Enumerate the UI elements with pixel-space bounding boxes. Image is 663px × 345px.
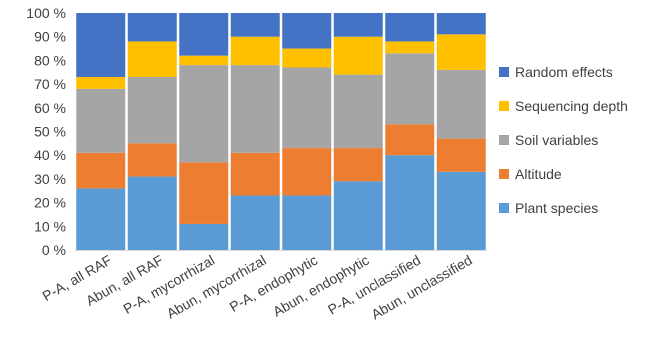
bar-segment-altitude xyxy=(385,124,435,156)
y-tick-label: 30 % xyxy=(34,171,66,187)
bar-segment-soil-variables xyxy=(333,74,383,149)
bar-segment-plant-species xyxy=(230,195,280,250)
y-tick-label: 40 % xyxy=(34,147,66,163)
y-axis-labels: 0 % 10 % 20 % 30 % 40 % 50 % 60 % 70 % 80 % 90 % 1… xyxy=(26,5,66,258)
bar-segment-random-effects xyxy=(179,13,229,56)
legend: Random effects Sequencing depth Soil varia… xyxy=(499,64,628,216)
bar-segment-plant-species xyxy=(179,223,229,250)
bar-segment-altitude xyxy=(436,138,486,172)
bar-segment-plant-species xyxy=(436,171,486,250)
legend-item: Sequencing depth xyxy=(499,98,628,114)
bar-segment-plant-species xyxy=(76,188,126,250)
legend-label: Random effects xyxy=(515,64,613,80)
bar-segment-plant-species xyxy=(385,155,435,250)
bar-segment-random-effects xyxy=(385,13,435,42)
bar-segment-soil-variables xyxy=(127,76,177,144)
legend-item: Soil variables xyxy=(499,132,598,148)
legend-item: Plant species xyxy=(499,200,598,216)
bar-segment-random-effects xyxy=(127,13,177,42)
bar-segment-soil-variables xyxy=(282,67,332,149)
bar-segment-altitude xyxy=(333,148,383,182)
y-tick-label: 10 % xyxy=(34,218,66,234)
legend-swatch xyxy=(499,135,509,145)
bar-segment-sequencing-depth xyxy=(282,48,332,68)
y-tick-label: 90 % xyxy=(34,29,66,45)
bar-segment-plant-species xyxy=(127,176,177,250)
legend-label: Soil variables xyxy=(515,132,598,148)
bar-segment-soil-variables xyxy=(230,65,280,153)
bar-segment-random-effects xyxy=(76,13,126,77)
legend-swatch xyxy=(499,169,509,179)
bar-segment-sequencing-depth xyxy=(179,55,229,66)
bar-segment-altitude xyxy=(230,152,280,196)
y-tick-label: 20 % xyxy=(34,195,66,211)
y-tick-label: 70 % xyxy=(34,76,66,92)
legend-item: Altitude xyxy=(499,166,562,182)
legend-label: Altitude xyxy=(515,166,562,182)
bar-segment-soil-variables xyxy=(76,88,126,153)
y-tick-label: 60 % xyxy=(34,100,66,116)
legend-swatch xyxy=(499,101,509,111)
legend-label: Plant species xyxy=(515,200,598,216)
bar-segment-sequencing-depth xyxy=(127,41,177,77)
legend-label: Sequencing depth xyxy=(515,98,628,114)
legend-item: Random effects xyxy=(499,64,613,80)
bar-segment-random-effects xyxy=(230,13,280,37)
bar-segment-random-effects xyxy=(282,13,332,49)
bar-segment-soil-variables xyxy=(436,69,486,139)
legend-swatch xyxy=(499,203,509,213)
bar-segment-soil-variables xyxy=(385,53,435,125)
bar-segment-plant-species xyxy=(333,181,383,250)
bar-segment-random-effects xyxy=(436,13,486,35)
bar-segment-altitude xyxy=(282,148,332,196)
bar-segment-sequencing-depth xyxy=(333,36,383,75)
bar-segment-random-effects xyxy=(333,13,383,37)
bar-segment-sequencing-depth xyxy=(436,34,486,70)
legend-swatch xyxy=(499,67,509,77)
y-tick-label: 80 % xyxy=(34,52,66,68)
bar-segment-sequencing-depth xyxy=(230,36,280,66)
bar-segment-altitude xyxy=(127,143,177,177)
bar-segment-altitude xyxy=(76,152,126,189)
bar-segment-sequencing-depth xyxy=(76,76,126,89)
bar-segment-altitude xyxy=(179,162,229,224)
bars-group xyxy=(76,13,486,250)
y-tick-label: 100 % xyxy=(26,5,66,21)
bar-segment-plant-species xyxy=(282,195,332,250)
bar-segment-soil-variables xyxy=(179,65,229,163)
y-tick-label: 50 % xyxy=(34,124,66,140)
bar-segment-sequencing-depth xyxy=(385,41,435,54)
y-tick-label: 0 % xyxy=(42,242,66,258)
